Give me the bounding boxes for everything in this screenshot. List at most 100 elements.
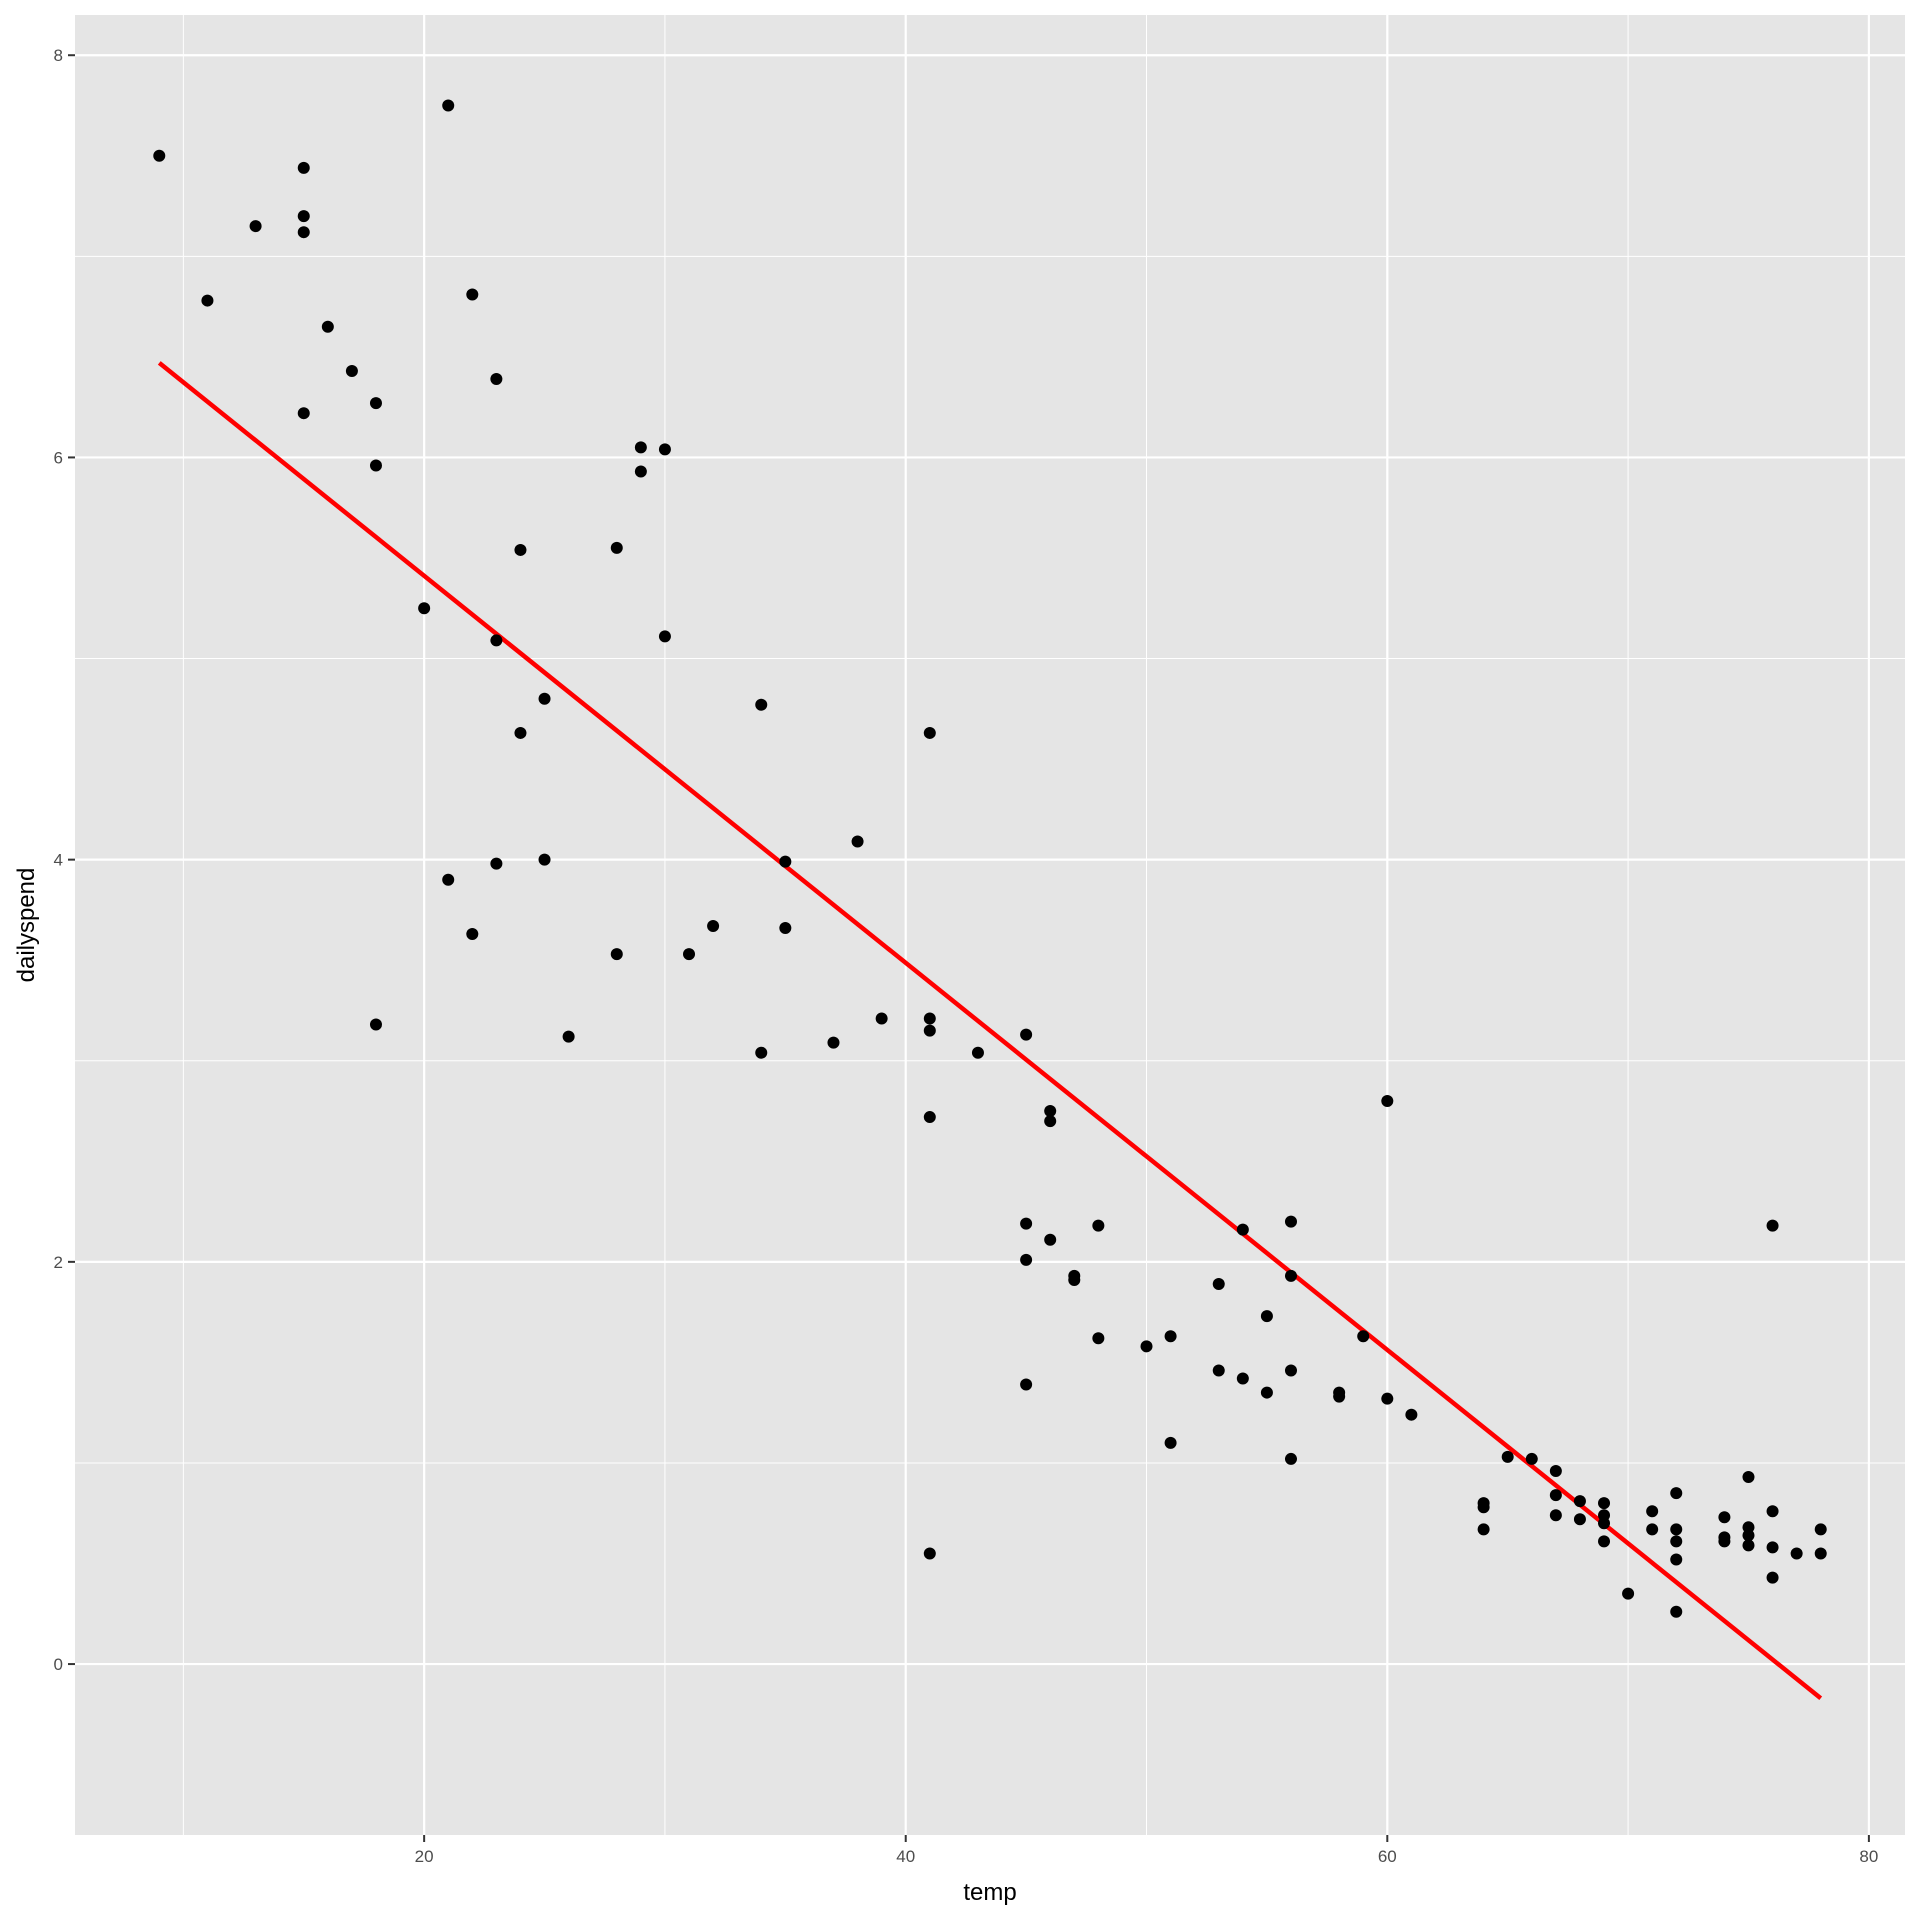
data-point [321, 320, 334, 333]
y-tick-label: 8 [54, 46, 63, 65]
data-point [1092, 1219, 1105, 1232]
data-point [707, 920, 720, 933]
data-point [1212, 1277, 1225, 1290]
data-point [466, 288, 479, 301]
data-point [201, 294, 214, 307]
data-point [1381, 1392, 1394, 1405]
data-point [634, 465, 647, 478]
data-point [923, 726, 936, 739]
data-point [875, 1012, 888, 1025]
y-tick-label: 2 [54, 1253, 63, 1272]
data-point [369, 459, 382, 472]
data-point [1549, 1465, 1562, 1477]
data-point [1646, 1505, 1659, 1518]
data-point [1598, 1535, 1611, 1548]
fit-line [157, 361, 1823, 1701]
x-tick-label: 20 [415, 1847, 434, 1866]
data-point [562, 1030, 575, 1043]
data-point [442, 873, 455, 886]
data-point [249, 220, 262, 233]
data-point [1598, 1517, 1611, 1530]
data-point [1236, 1223, 1249, 1236]
y-tick-label: 0 [54, 1655, 63, 1674]
data-point [1140, 1340, 1153, 1353]
data-point [1718, 1535, 1731, 1548]
data-point [923, 1012, 936, 1025]
data-point [1525, 1452, 1538, 1465]
data-point [1766, 1505, 1779, 1518]
x-tick-label: 80 [1859, 1847, 1878, 1866]
data-point [1670, 1605, 1683, 1618]
data-point [1092, 1332, 1105, 1345]
data-point [297, 407, 310, 420]
data-point [418, 602, 431, 615]
data-point [1068, 1273, 1081, 1286]
data-point [1718, 1511, 1731, 1524]
data-point [1405, 1408, 1418, 1421]
data-point [1260, 1386, 1273, 1399]
data-point [827, 1036, 840, 1049]
data-point [1284, 1364, 1297, 1377]
data-point [1164, 1436, 1177, 1449]
data-point [658, 630, 671, 643]
data-point [779, 922, 792, 935]
data-point [634, 441, 647, 454]
y-tick-label: 6 [54, 448, 63, 467]
data-point [1381, 1094, 1394, 1107]
data-point [610, 948, 623, 961]
data-point [923, 1024, 936, 1037]
data-point [490, 634, 503, 647]
data-point [1164, 1330, 1177, 1343]
data-point [514, 726, 527, 739]
data-point [1742, 1529, 1755, 1542]
x-tick-label: 60 [1378, 1847, 1397, 1866]
data-point [658, 443, 671, 456]
data-point [1670, 1523, 1683, 1536]
y-axis-title: dailyspend [13, 868, 40, 983]
x-axis-title: temp [963, 1879, 1016, 1906]
data-point [1477, 1501, 1490, 1514]
data-point [490, 373, 503, 385]
data-point [1670, 1487, 1683, 1500]
data-point [490, 857, 503, 870]
data-point [1044, 1105, 1057, 1118]
points-layer [153, 99, 1827, 1618]
minor-grid [75, 15, 1905, 1835]
data-point [1020, 1217, 1033, 1230]
data-point [1020, 1253, 1033, 1266]
data-point [683, 948, 696, 961]
x-tick-label: 40 [896, 1847, 915, 1866]
data-point [369, 397, 382, 410]
data-point [1212, 1364, 1225, 1377]
data-point [345, 364, 358, 377]
data-point [755, 698, 768, 711]
data-point [297, 210, 310, 223]
data-point [1284, 1215, 1297, 1228]
data-point [1284, 1269, 1297, 1282]
data-point [1236, 1372, 1249, 1385]
data-point [1573, 1513, 1586, 1526]
data-point [369, 1018, 382, 1031]
data-point [755, 1046, 768, 1059]
data-point [538, 692, 551, 705]
data-point [1790, 1547, 1803, 1560]
data-point [1333, 1390, 1346, 1403]
data-point [1260, 1310, 1273, 1323]
data-point [1020, 1378, 1033, 1391]
data-point [851, 835, 864, 848]
data-point [1477, 1523, 1490, 1536]
data-point [1598, 1497, 1611, 1510]
data-point [1284, 1452, 1297, 1465]
data-point [971, 1046, 984, 1059]
data-point [1501, 1450, 1514, 1463]
data-point [1573, 1495, 1586, 1508]
data-point [1357, 1330, 1370, 1343]
data-point [923, 1547, 936, 1560]
data-point [538, 853, 551, 866]
data-point [1742, 1471, 1755, 1484]
plot-panel [75, 15, 1905, 1835]
data-point [610, 541, 623, 554]
data-point [153, 149, 166, 162]
fit-line-layer [157, 361, 1823, 1701]
